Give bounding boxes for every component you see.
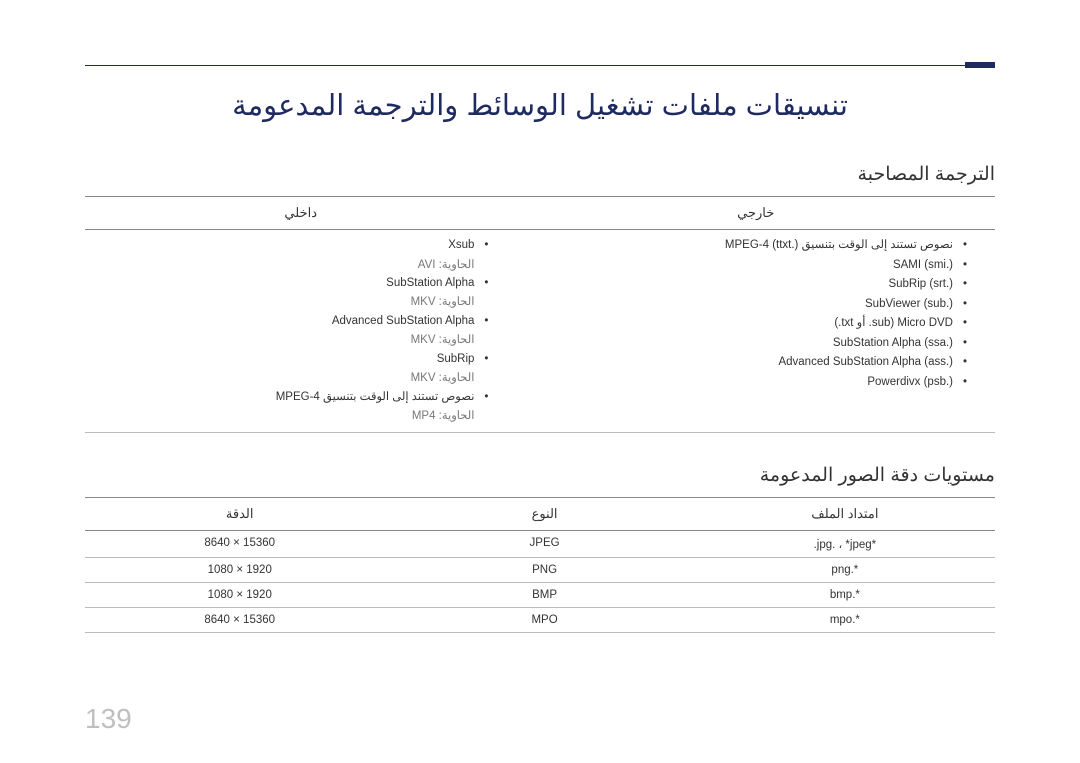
section-images: مستويات دقة الصور المدعومة امتداد الملف … <box>85 464 995 633</box>
cell-internal: Xsubالحاوية: AVISubStation Alphaالحاوية:… <box>85 230 516 433</box>
col-res: الدقة <box>85 498 394 531</box>
top-rule-accent <box>965 62 995 68</box>
col-type: النوع <box>394 498 694 531</box>
list-item: SAMI (smi.) <box>544 256 967 276</box>
table-cell: 8640 × 15360 <box>85 531 394 558</box>
section-subtitles: الترجمة المصاحبة خارجي داخلي نصوص تستند … <box>85 163 995 433</box>
table-row: *jpg. ، *jpeg.JPEG8640 × 15360 <box>85 531 995 558</box>
table-row: *.bmpBMP1080 × 1920 <box>85 583 995 608</box>
list-item: SubStation Alpha (ssa.) <box>544 334 967 354</box>
table-cell: JPEG <box>394 531 694 558</box>
table-cell: PNG <box>394 558 694 583</box>
list-item: SubViewer (sub.) <box>544 295 967 315</box>
list-item: Advanced SubStation Alpha (ass.) <box>544 353 967 373</box>
list-item: Advanced SubStation Alpha <box>113 312 488 332</box>
list-item: نصوص تستند إلى الوقت بتنسيق MPEG-4 <box>113 388 488 408</box>
images-heading: مستويات دقة الصور المدعومة <box>85 464 995 487</box>
images-table: امتداد الملف النوع الدقة *jpg. ، *jpeg.J… <box>85 497 995 633</box>
list-item: Micro DVD (sub. أو txt.) <box>544 314 967 334</box>
table-row: *.mpoMPO8640 × 15360 <box>85 608 995 633</box>
top-rule <box>85 65 995 66</box>
page-number: 139 <box>85 703 132 735</box>
col-ext: امتداد الملف <box>695 498 995 531</box>
list-item-note: الحاوية: MKV <box>113 369 488 387</box>
cell-external: نصوص تستند إلى الوقت بتنسيق MPEG-4 (ttxt… <box>516 230 995 433</box>
subtitle-table: خارجي داخلي نصوص تستند إلى الوقت بتنسيق … <box>85 196 995 433</box>
col-external: خارجي <box>516 197 995 230</box>
subtitle-heading: الترجمة المصاحبة <box>85 163 995 186</box>
list-item: Powerdivx (psb.) <box>544 373 967 393</box>
table-cell: MPO <box>394 608 694 633</box>
list-item-note: الحاوية: MKV <box>113 293 488 311</box>
table-cell: 1080 × 1920 <box>85 583 394 608</box>
table-cell: 8640 × 15360 <box>85 608 394 633</box>
list-item-note: الحاوية: AVI <box>113 256 488 274</box>
list-item: نصوص تستند إلى الوقت بتنسيق MPEG-4 (ttxt… <box>544 236 967 256</box>
list-item: Xsub <box>113 236 488 256</box>
table-cell: BMP <box>394 583 694 608</box>
table-cell: *.bmp <box>695 583 995 608</box>
table-cell: *jpg. ، *jpeg. <box>695 531 995 558</box>
page-title: تنسيقات ملفات تشغيل الوسائط والترجمة الم… <box>85 88 995 123</box>
list-item-note: الحاوية: MP4 <box>113 407 488 425</box>
list-item: SubRip <box>113 350 488 370</box>
table-cell: *.mpo <box>695 608 995 633</box>
list-item: SubRip (srt.) <box>544 275 967 295</box>
col-internal: داخلي <box>85 197 516 230</box>
table-cell: 1080 × 1920 <box>85 558 394 583</box>
list-item-note: الحاوية: MKV <box>113 331 488 349</box>
table-row: *.pngPNG1080 × 1920 <box>85 558 995 583</box>
list-item: SubStation Alpha <box>113 274 488 294</box>
table-cell: *.png <box>695 558 995 583</box>
